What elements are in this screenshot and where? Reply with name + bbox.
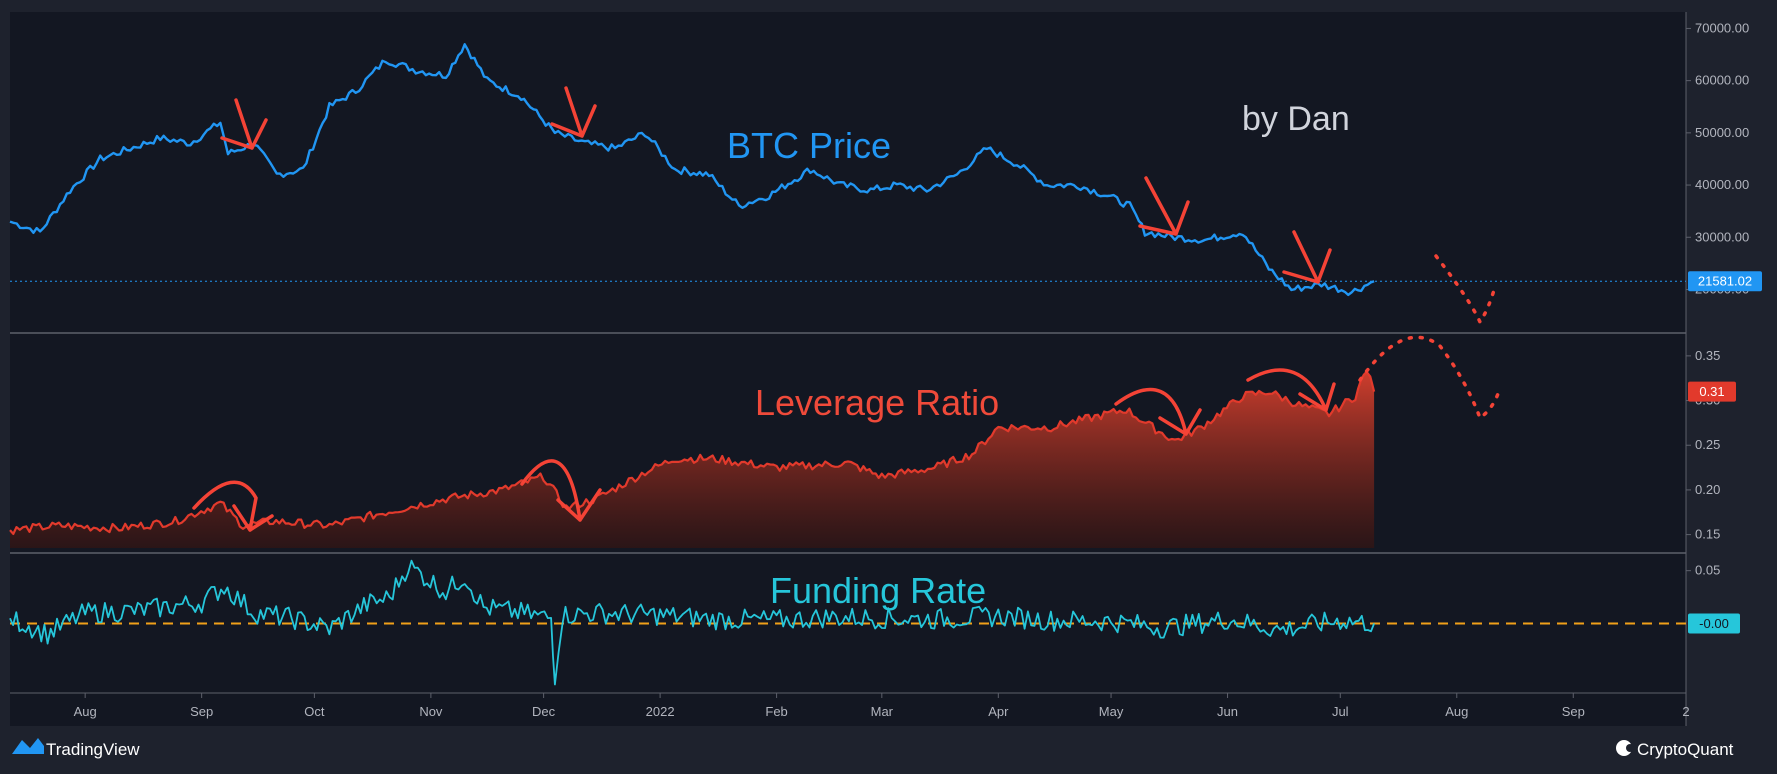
author-watermark: by Dan xyxy=(1242,100,1350,138)
btc-price-series-line xyxy=(9,43,1375,297)
x-tick-label: May xyxy=(1099,704,1124,719)
tradingview-logo-icon xyxy=(12,738,44,754)
x-tick-label: Nov xyxy=(419,704,443,719)
btc-series-title: BTC Price xyxy=(727,125,891,166)
btc-annotation-arrows xyxy=(220,86,1332,284)
y-tick-label: 70000.00 xyxy=(1695,20,1749,35)
leverage-last-value-label: 0.31 xyxy=(1699,384,1724,399)
footer-left[interactable]: TradingView xyxy=(12,738,140,759)
arrow-icon xyxy=(1282,230,1332,284)
btc-last-price-badge xyxy=(1688,271,1762,292)
cryptoquant-logo-icon xyxy=(1616,740,1632,756)
x-tick-label: Jul xyxy=(1332,704,1349,719)
x-axis: Aug Sep Oct Nov Dec 2022 Feb Mar Apr May Jun Jul Aug… xyxy=(74,693,1690,719)
x-tick-label: Mar xyxy=(871,704,894,719)
leverage-ratio-series-line xyxy=(9,370,1376,535)
btc-last-price-label: 21581.02 xyxy=(1698,274,1752,289)
x-tick-label: 2022 xyxy=(646,704,675,719)
arrow-icon xyxy=(550,86,597,138)
arrow-icon xyxy=(1138,176,1190,236)
leverage-annotation-arrows xyxy=(192,368,1336,532)
footer-right: CryptoQuant xyxy=(1616,740,1734,759)
btc-price-panel: 70000.00 60000.00 50000.00 40000.00 30000.00… xyxy=(9,20,1762,326)
arrow-icon xyxy=(1114,387,1202,436)
y-tick-label: 0.15 xyxy=(1695,527,1720,542)
arrow-icon xyxy=(520,459,602,522)
funding-last-value-label: -0.00 xyxy=(1699,616,1729,631)
cryptoquant-logo-icon-inner xyxy=(1626,744,1634,752)
funding-series-title: Funding Rate xyxy=(770,570,986,611)
x-tick-label: Feb xyxy=(765,704,787,719)
x-tick-label: Dec xyxy=(532,704,556,719)
y-tick-label: 0.20 xyxy=(1695,482,1720,497)
x-tick-label: 2 xyxy=(1682,704,1689,719)
leverage-last-value-badge xyxy=(1688,381,1736,402)
y-tick-label: 0.05 xyxy=(1695,563,1720,578)
x-tick-label: Aug xyxy=(74,704,97,719)
x-tick-label: Jun xyxy=(1217,704,1238,719)
arrow-icon xyxy=(1246,368,1336,412)
x-tick-label: Oct xyxy=(304,704,325,719)
y-tick-label: 0.25 xyxy=(1695,437,1720,452)
x-tick-label: Sep xyxy=(1562,704,1585,719)
leverage-series-title: Leverage Ratio xyxy=(755,382,999,423)
y-tick-label: 40000.00 xyxy=(1695,177,1749,192)
y-tick-label: 50000.00 xyxy=(1695,125,1749,140)
x-tick-label: Sep xyxy=(190,704,213,719)
funding-y-axis: 0.05 xyxy=(1686,563,1720,578)
tradingview-brand: TradingView xyxy=(46,740,140,759)
arrow-icon xyxy=(220,98,268,150)
x-tick-label: Apr xyxy=(988,704,1009,719)
leverage-ratio-panel: 0.350.300.250.200.15 0.31 Leverage Ratio xyxy=(9,335,1736,548)
y-tick-label: 60000.00 xyxy=(1695,73,1749,88)
funding-rate-panel: 0.05 -0.00 Funding Rate xyxy=(9,559,1740,686)
arrow-icon xyxy=(192,480,274,532)
x-tick-label: Aug xyxy=(1445,704,1468,719)
y-tick-label: 0.35 xyxy=(1695,348,1720,363)
funding-rate-series-line xyxy=(9,559,1375,686)
y-tick-label: 30000.00 xyxy=(1695,229,1749,244)
btc-projection-dots xyxy=(1434,254,1496,326)
funding-last-value-badge xyxy=(1688,613,1740,634)
cryptoquant-brand: CryptoQuant xyxy=(1637,740,1734,759)
